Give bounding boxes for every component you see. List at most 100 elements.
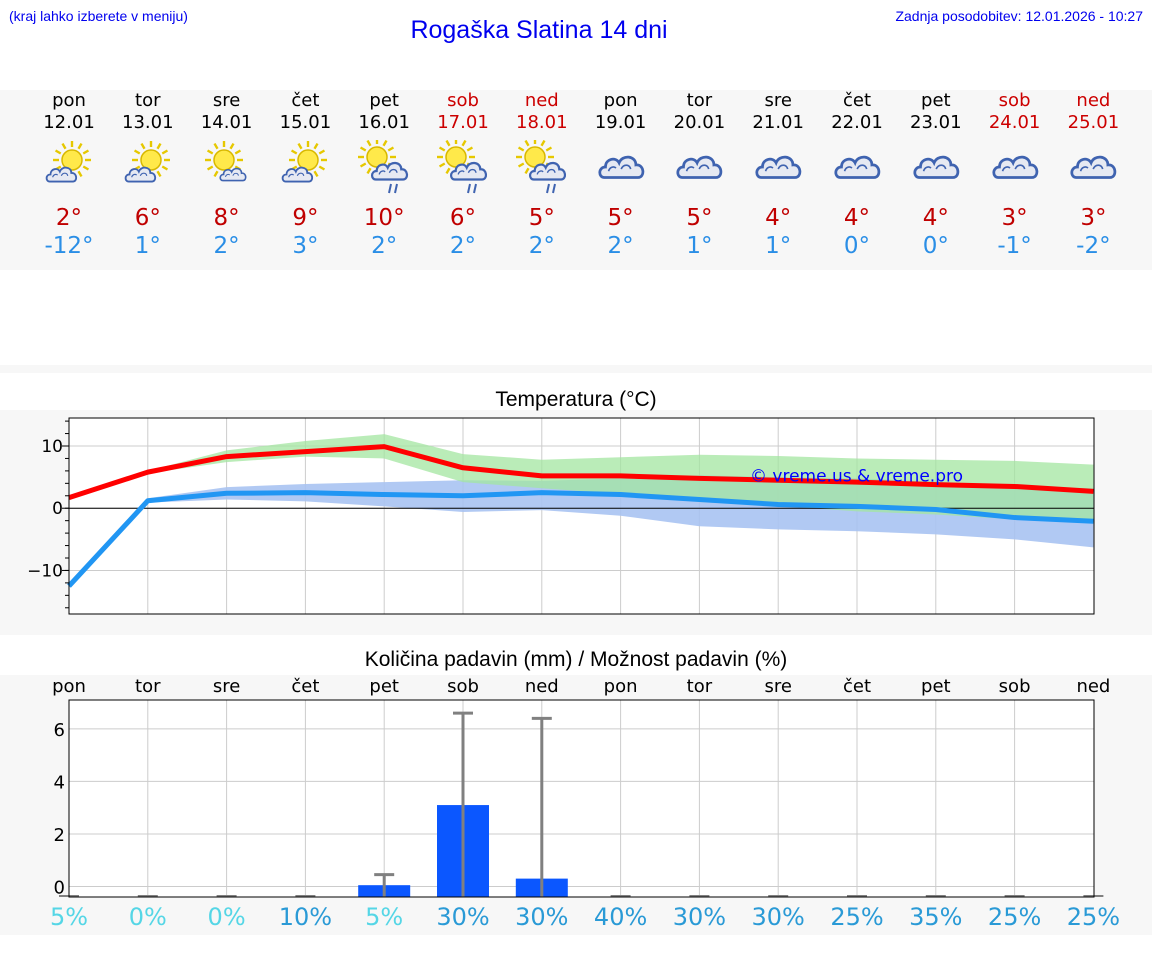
temp-min: 3° [292, 233, 319, 259]
day-column: pon 12.01 2° -12° [29, 90, 109, 260]
temp-min: 2° [213, 233, 240, 259]
sun-small-cloud-icon [204, 141, 247, 182]
sun-cloud-rain-icon [515, 140, 566, 194]
y-tick-label: 2 [54, 825, 65, 846]
day-name: pet [921, 90, 951, 111]
temp-max: 9° [292, 205, 319, 231]
cloud-icon [913, 155, 960, 179]
cloud-icon [834, 155, 881, 179]
temp-min: 2° [449, 233, 477, 259]
precipitation-chart-title: Količina padavin (mm) / Možnost padavin … [364, 648, 788, 671]
day-date: 19.01 [594, 112, 647, 133]
last-updated: Zadnja posodobitev: 12.01.2026 - 10:27 [895, 8, 1143, 24]
day-name: tor [686, 90, 713, 111]
x-category-label: pon [52, 676, 86, 697]
y-tick-label: −10 [27, 561, 63, 581]
precip-chance: 30% [515, 903, 569, 931]
y-tick-label: 10 [41, 437, 63, 457]
temp-min: 1° [134, 233, 161, 259]
y-tick-label: 6 [54, 720, 65, 741]
max-temp-line [68, 444, 1094, 501]
x-category-label: čet [843, 676, 871, 697]
temperature-chart-title: Temperatura (°C) [495, 388, 657, 411]
day-name: sre [764, 90, 792, 111]
day-column: tor 13.01 6° 1° [108, 90, 188, 260]
day-date: 21.01 [752, 112, 804, 133]
temperature-chart: © vreme.us & vreme.pro −10 0 10 [27, 417, 1095, 615]
temp-min: 2° [371, 233, 398, 259]
day-column: čet 22.01 4° 0° [817, 90, 897, 260]
x-category-label: sob [999, 676, 1031, 697]
sun-cloud-icon [45, 141, 91, 183]
day-name: sre [212, 90, 241, 111]
temp-max: 2° [55, 205, 83, 231]
page-title: Rogaška Slatina 14 dni [410, 16, 668, 44]
precip-chance: 10% [278, 903, 333, 931]
temp-max: 4° [765, 205, 792, 231]
temp-min: -2° [1076, 233, 1111, 259]
day-date: 17.01 [437, 112, 489, 133]
location-hint: (kraj lahko izberete v meniju) [9, 8, 188, 24]
day-name: ned [1076, 90, 1111, 111]
plot-area [69, 700, 1094, 897]
day-date: 16.01 [358, 112, 410, 133]
watermark: © vreme.us & vreme.pro [750, 466, 963, 486]
day-name: tor [135, 90, 161, 111]
precip-chance: 25% [830, 903, 884, 931]
day-column: ned 18.01 5° 2° [502, 90, 582, 260]
x-category-label: čet [291, 676, 319, 697]
precip-chance: 5% [365, 903, 404, 931]
precip-chance: 0% [128, 903, 167, 931]
precipitation-chart: pon tor sre čet pet sob ned pon tor sre čet pet sob n… [52, 676, 1110, 898]
temp-max: 3° [1080, 205, 1107, 231]
day-date: 20.01 [673, 112, 726, 133]
day-date: 22.01 [831, 112, 883, 133]
day-column: sob 17.01 6° 2° [423, 90, 503, 260]
separator-panel [0, 365, 1152, 373]
day-column: pet 23.01 4° 0° [896, 90, 976, 260]
day-name: čet [291, 90, 320, 111]
sun-cloud-icon [124, 141, 170, 183]
day-column: sre 14.01 8° 2° [187, 90, 267, 260]
temp-min: -1° [997, 233, 1032, 259]
precip-chance: 30% [751, 903, 805, 931]
temp-max: 5° [607, 205, 634, 231]
precip-chance: 35% [909, 903, 963, 931]
temp-max: 10° [363, 205, 405, 231]
day-date: 24.01 [988, 112, 1041, 133]
y-tick-label: 0 [52, 499, 63, 519]
daily-forecast-panel: pon 12.01 2° -12° tor 13.01 6° 1° sre 14.01 8° 2° če… [0, 90, 1152, 270]
x-category-label: tor [135, 676, 161, 697]
x-category-label: sob [447, 676, 479, 697]
precip-chance: 0% [207, 903, 246, 931]
precip-chance: 30% [436, 903, 490, 931]
temp-max: 6° [134, 205, 161, 231]
temp-min: -12° [44, 233, 94, 259]
temp-min: 1° [686, 233, 713, 259]
day-date: 15.01 [279, 112, 332, 133]
day-name: pon [52, 90, 86, 111]
temp-min: 0° [843, 233, 871, 259]
cloud-icon [755, 155, 802, 179]
temp-max: 6° [449, 205, 477, 231]
day-name: sob [447, 90, 479, 111]
temp-max: 4° [843, 205, 871, 231]
precip-chance: 25% [1066, 903, 1121, 931]
day-column: tor 20.01 5° 1° [659, 90, 739, 260]
temp-min: 0° [922, 233, 949, 259]
temp-max: 3° [1001, 205, 1028, 231]
day-date: 23.01 [910, 112, 962, 133]
day-name: čet [842, 90, 872, 111]
day-name: ned [524, 90, 559, 111]
cloud-icon [598, 155, 644, 179]
day-date: 13.01 [122, 112, 174, 133]
temp-max: 8° [213, 205, 240, 231]
temp-min: 2° [607, 233, 634, 259]
min-temp-line [67, 490, 1094, 588]
day-date: 25.01 [1067, 112, 1120, 133]
sun-cloud-rain-icon [358, 140, 409, 194]
day-column: sob 24.01 3° -1° [975, 90, 1055, 260]
x-category-label: pet [369, 676, 399, 697]
day-name: pet [369, 90, 399, 111]
x-category-label: tor [687, 676, 713, 697]
